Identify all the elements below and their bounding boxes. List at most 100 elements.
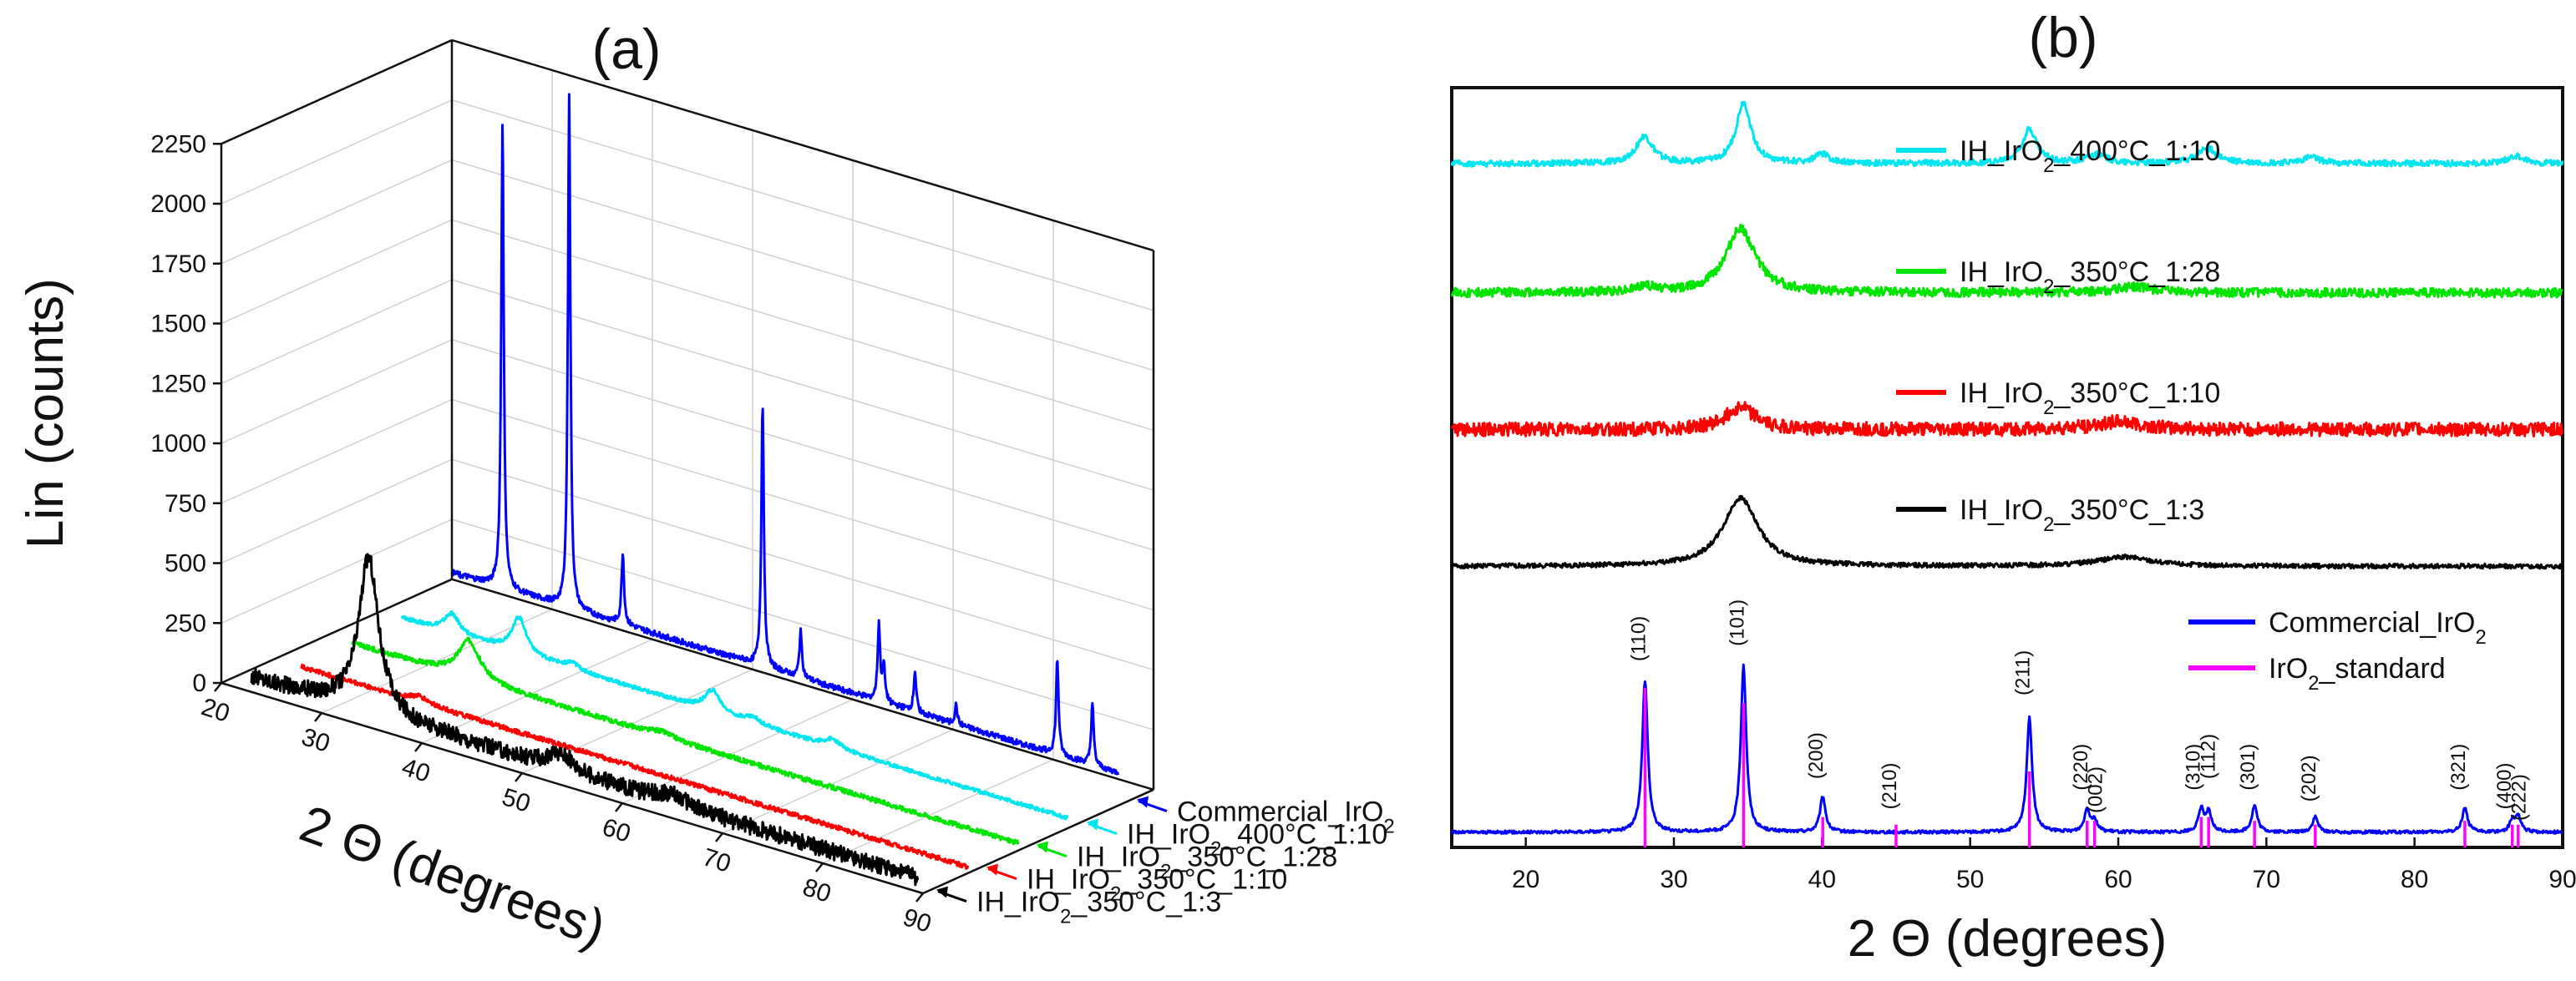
legend-b-label-3-rest: _350°C_1:3 <box>2053 494 2204 526</box>
trace-b-1 <box>1450 223 2563 299</box>
x-tick-label-50: 50 <box>499 783 534 818</box>
panel-a-chart: 0250500750100012501500175020002250203040… <box>17 38 1395 958</box>
legend-a-label-4-sub: 2 <box>1383 815 1394 837</box>
grid-line-x-80 <box>822 220 1054 864</box>
y-tick-label-2250: 2250 <box>150 130 206 158</box>
hkl-label-1: (101) <box>1726 599 1748 646</box>
axis-edge-8 <box>922 788 1154 895</box>
x-tick-mark-30 <box>314 712 322 722</box>
hkl-label-4: (211) <box>2012 650 2035 695</box>
legend-b-label-2-rest: _350°C_1:10 <box>2053 377 2220 409</box>
hkl-label-2: (200) <box>1805 732 1828 779</box>
grid-line-y-2250 <box>221 39 1154 251</box>
panel-a-axes <box>220 38 1155 895</box>
legend-b-label-1-rest: _350°C_1:28 <box>2053 256 2220 288</box>
y-tick-label-1250: 1250 <box>150 370 206 397</box>
grid-line-y-750 <box>221 398 1154 611</box>
b-x-tick-label-60: 60 <box>2104 866 2132 893</box>
b-x-tick-label-20: 20 <box>1512 866 1539 893</box>
panel-b-hkl-labels: (110) (101) (200) (210) (211) (220)(002) (310)… <box>1627 599 2530 821</box>
grid-line-y-1250 <box>221 279 1154 491</box>
legend-b-label-5-main: IrO <box>2269 653 2308 685</box>
x-tick-mark-50 <box>515 772 523 782</box>
legend-b-label-2: IH_IrO2_350°C_1:10 <box>1960 377 2220 419</box>
trace-b-4 <box>1450 663 2563 835</box>
legend-a-label-4: Commercial_IrO2 <box>1177 796 1395 838</box>
legend-a-label-0-main: IH_IrO <box>976 887 1060 918</box>
legend-a-label-3-main: IH_IrO <box>1127 819 1210 851</box>
panel-b-chart: 20 30 40 50 60 70 80 90 (110) (101) (200) (210) (21… <box>1450 86 2576 968</box>
panel-b-ticks: 20 30 40 50 60 70 80 90 <box>1512 837 2576 893</box>
y-tick-label-500: 500 <box>165 550 206 578</box>
y-tick-label-250: 250 <box>165 609 206 637</box>
legend-a-arrowhead-3 <box>1087 818 1098 831</box>
y-tick-label-1000: 1000 <box>150 430 206 458</box>
trace-a-2 <box>351 636 1020 846</box>
legend-b-label-2-main: IH_IrO <box>1960 377 2043 409</box>
hkl-label-7: (310) <box>2183 744 2205 791</box>
x-tick-mark-70 <box>715 832 723 842</box>
grid-line-y-500 <box>221 458 1154 671</box>
hkl-label-11: (321) <box>2447 744 2470 791</box>
legend-b-label-2-sub: 2 <box>2043 397 2054 419</box>
hkl-label-8: (112) <box>2197 734 2219 779</box>
y-tick-label-2000: 2000 <box>150 190 206 218</box>
legend-b-label-1-sub: 2 <box>2043 276 2054 298</box>
grid-line-x-70 <box>722 190 954 834</box>
y-tick-label-1500: 1500 <box>150 311 206 338</box>
legend-b-label-1: IH_IrO2_350°C_1:28 <box>1960 256 2220 298</box>
hkl-label-9: (301) <box>2237 744 2259 791</box>
x-tick-mark-40 <box>414 742 423 752</box>
trace-a-4 <box>450 93 1120 776</box>
legend-b-label-1-main: IH_IrO <box>1960 256 2043 288</box>
hkl-label-0: (110) <box>1627 616 1650 661</box>
x-tick-label-60: 60 <box>599 813 634 848</box>
legend-b-label-0-sub: 2 <box>2043 154 2054 177</box>
grid-line-x-40 <box>421 100 653 744</box>
hkl-label-6: (002) <box>2084 766 2107 813</box>
legend-a-label-0: IH_IrO2_350°C_1:3 <box>976 887 1221 928</box>
legend-a-label-2-rest: _350°C_1:28 <box>1170 842 1337 873</box>
x-tick-label-20: 20 <box>198 693 233 728</box>
legend-b-label-3-main: IH_IrO <box>1960 494 2043 526</box>
x-tick-mark-60 <box>615 802 623 812</box>
b-x-tick-label-80: 80 <box>2401 866 2428 893</box>
panel-a-x-axis-title: 2 Θ (degrees) <box>292 795 612 958</box>
legend-a-label-1-main: IH_IrO <box>1027 864 1110 896</box>
grid-line-y-1750 <box>221 159 1154 372</box>
hkl-label-10: (202) <box>2298 755 2320 801</box>
hkl-label-5: (220) <box>2070 744 2092 791</box>
legend-a-arrowhead-1 <box>986 863 998 876</box>
x-tick-mark-90 <box>915 893 924 903</box>
legend-b-label-0-rest: _400°C_1:10 <box>2053 135 2220 167</box>
legend-a-label-1-sub: 2 <box>1110 882 1121 905</box>
axis-edge-3 <box>221 38 453 145</box>
legend-b-label-3: IH_IrO2_350°C_1:3 <box>1960 494 2204 536</box>
legend-b-label-4: Commercial_IrO2 <box>2269 607 2487 649</box>
legend-a-label-1-rest: _350°C_1:10 <box>1120 864 1287 896</box>
axis-edge-1 <box>221 578 453 685</box>
legend-a-arrowhead-4 <box>1137 796 1149 808</box>
x-tick-label-80: 80 <box>799 873 834 908</box>
panel-a-traces <box>250 93 1120 887</box>
legend-b-label-5-rest: _standard <box>2318 653 2445 685</box>
panel-a-letter: (a) <box>591 18 661 81</box>
x-tick-label-70: 70 <box>699 843 734 878</box>
legend-a-label-2-main: IH_IrO <box>1077 842 1160 873</box>
legend-b-label-5: IrO2_standard <box>2269 653 2446 695</box>
b-x-tick-label-70: 70 <box>2253 866 2280 893</box>
legend-b-label-3-sub: 2 <box>2043 513 2054 536</box>
grid-line-x-60 <box>621 160 854 804</box>
grid-line-x-90 <box>922 250 1154 894</box>
grid-line-y-1000 <box>221 339 1154 551</box>
legend-b-label-0-main: IH_IrO <box>1960 135 2043 167</box>
hkl-label-3: (210) <box>1879 762 1901 809</box>
legend-a-label-3: IH_IrO2_400°C_1:10 <box>1127 819 1387 861</box>
legend-a-label-3-sub: 2 <box>1210 837 1221 860</box>
trace-b-3 <box>1450 494 2564 570</box>
y-tick-label-1750: 1750 <box>150 250 206 278</box>
x-tick-label-40: 40 <box>398 753 434 788</box>
axis-edge-0 <box>221 681 924 895</box>
grid-line-x-50 <box>521 130 753 774</box>
